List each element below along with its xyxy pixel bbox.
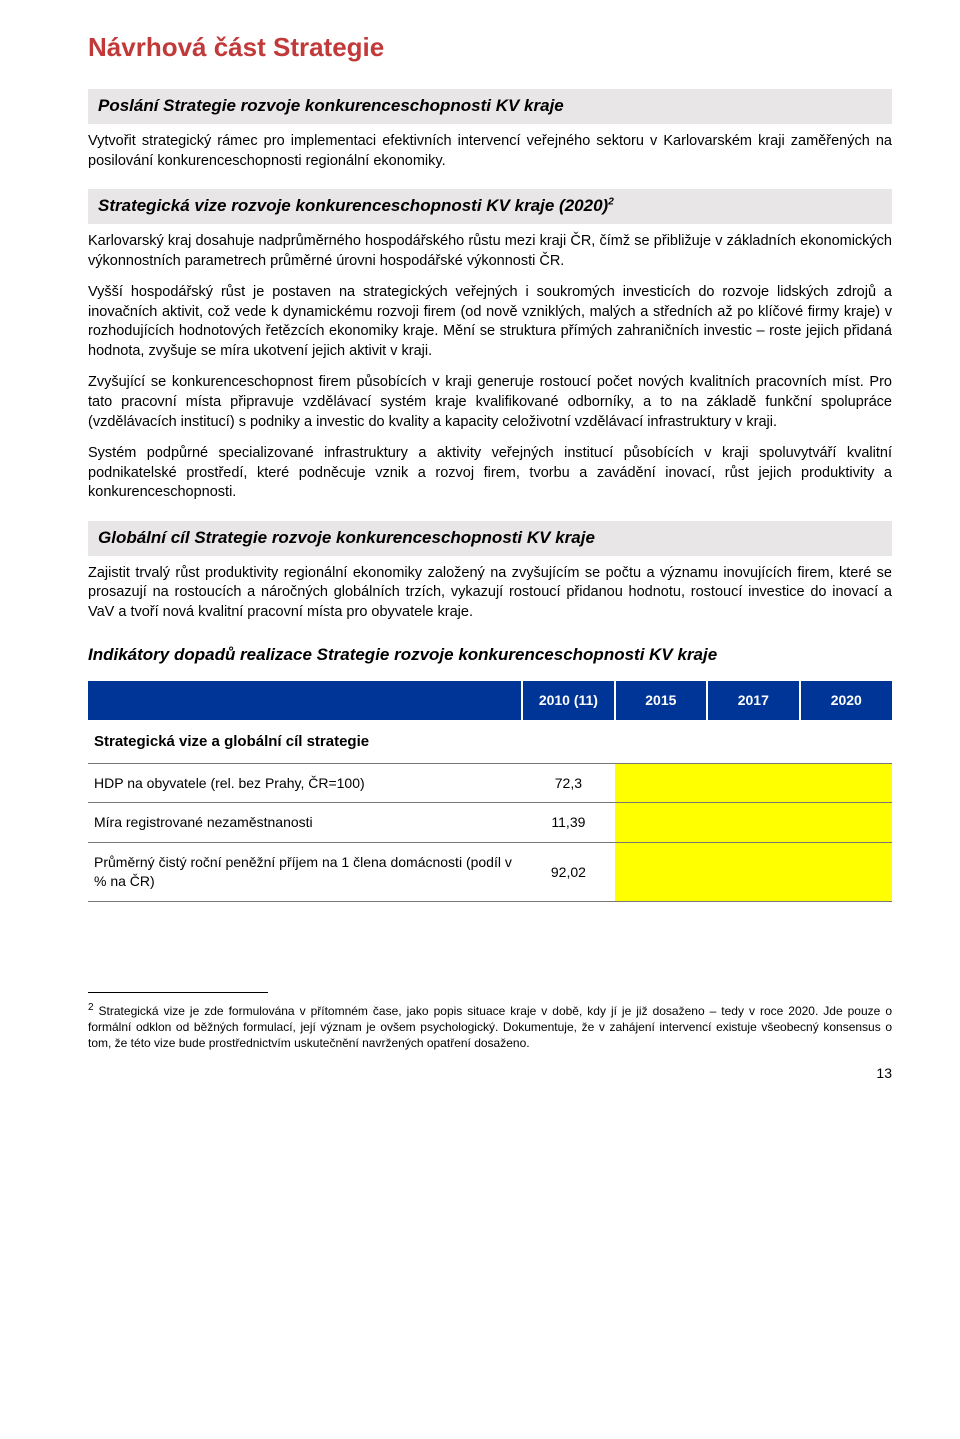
col-blank bbox=[88, 681, 522, 720]
table-row: HDP na obyvatele (rel. bez Prahy, ČR=100… bbox=[88, 763, 892, 803]
row-2015 bbox=[615, 763, 707, 803]
row-2017 bbox=[707, 763, 799, 803]
footnote-separator bbox=[88, 992, 268, 993]
vize-paragraph-3: Zvyšující se konkurenceschopnost firem p… bbox=[88, 373, 892, 432]
footnote: 2 Strategická vize je zde formulována v … bbox=[88, 1001, 892, 1052]
table-subhead-row: Strategická vize a globální cíl strategi… bbox=[88, 720, 892, 763]
table-header-row: 2010 (11) 2015 2017 2020 bbox=[88, 681, 892, 720]
row-2017 bbox=[707, 843, 799, 902]
table-subhead: Strategická vize a globální cíl strategi… bbox=[88, 720, 522, 763]
global-text: Zajistit trvalý růst produktivity region… bbox=[88, 564, 892, 623]
row-2020 bbox=[800, 803, 892, 843]
poslani-header: Poslání Strategie rozvoje konkurencescho… bbox=[88, 89, 892, 124]
global-header: Globální cíl Strategie rozvoje konkurenc… bbox=[88, 521, 892, 556]
table-row: Průměrný čistý roční peněžní příjem na 1… bbox=[88, 843, 892, 902]
table-row: Míra registrované nezaměstnanosti 11,39 bbox=[88, 803, 892, 843]
indicators-title: Indikátory dopadů realizace Strategie ro… bbox=[88, 644, 892, 667]
subhead-empty bbox=[522, 720, 614, 763]
row-2010: 11,39 bbox=[522, 803, 614, 843]
poslani-section: Poslání Strategie rozvoje konkurencescho… bbox=[88, 89, 892, 171]
indicators-table: 2010 (11) 2015 2017 2020 Strategická viz… bbox=[88, 681, 892, 902]
vize-paragraph-2: Vyšší hospodářský růst je postaven na st… bbox=[88, 283, 892, 361]
row-2017 bbox=[707, 803, 799, 843]
row-2015 bbox=[615, 843, 707, 902]
row-label: HDP na obyvatele (rel. bez Prahy, ČR=100… bbox=[88, 763, 522, 803]
row-label: Míra registrované nezaměstnanosti bbox=[88, 803, 522, 843]
col-2020: 2020 bbox=[800, 681, 892, 720]
row-2020 bbox=[800, 843, 892, 902]
vize-paragraph-4: Systém podpůrné specializované infrastru… bbox=[88, 444, 892, 503]
col-2017: 2017 bbox=[707, 681, 799, 720]
row-2010: 72,3 bbox=[522, 763, 614, 803]
vize-header-text: Strategická vize rozvoje konkurenceschop… bbox=[98, 196, 608, 215]
subhead-empty bbox=[615, 720, 707, 763]
footnote-text: Strategická vize je zde formulována v př… bbox=[88, 1004, 892, 1050]
row-2010: 92,02 bbox=[522, 843, 614, 902]
global-section: Globální cíl Strategie rozvoje konkurenc… bbox=[88, 521, 892, 623]
page-number: 13 bbox=[88, 1064, 892, 1083]
subhead-empty bbox=[707, 720, 799, 763]
col-2010: 2010 (11) bbox=[522, 681, 614, 720]
vize-footnote-ref: 2 bbox=[608, 197, 614, 208]
row-2020 bbox=[800, 763, 892, 803]
col-2015: 2015 bbox=[615, 681, 707, 720]
page-title: Návrhová část Strategie bbox=[88, 30, 892, 65]
subhead-empty bbox=[800, 720, 892, 763]
row-2015 bbox=[615, 803, 707, 843]
vize-paragraph-1: Karlovarský kraj dosahuje nadprůměrného … bbox=[88, 232, 892, 271]
vize-section: Strategická vize rozvoje konkurenceschop… bbox=[88, 189, 892, 503]
row-label: Průměrný čistý roční peněžní příjem na 1… bbox=[88, 843, 522, 902]
poslani-text: Vytvořit strategický rámec pro implement… bbox=[88, 132, 892, 171]
vize-header: Strategická vize rozvoje konkurenceschop… bbox=[88, 189, 892, 224]
